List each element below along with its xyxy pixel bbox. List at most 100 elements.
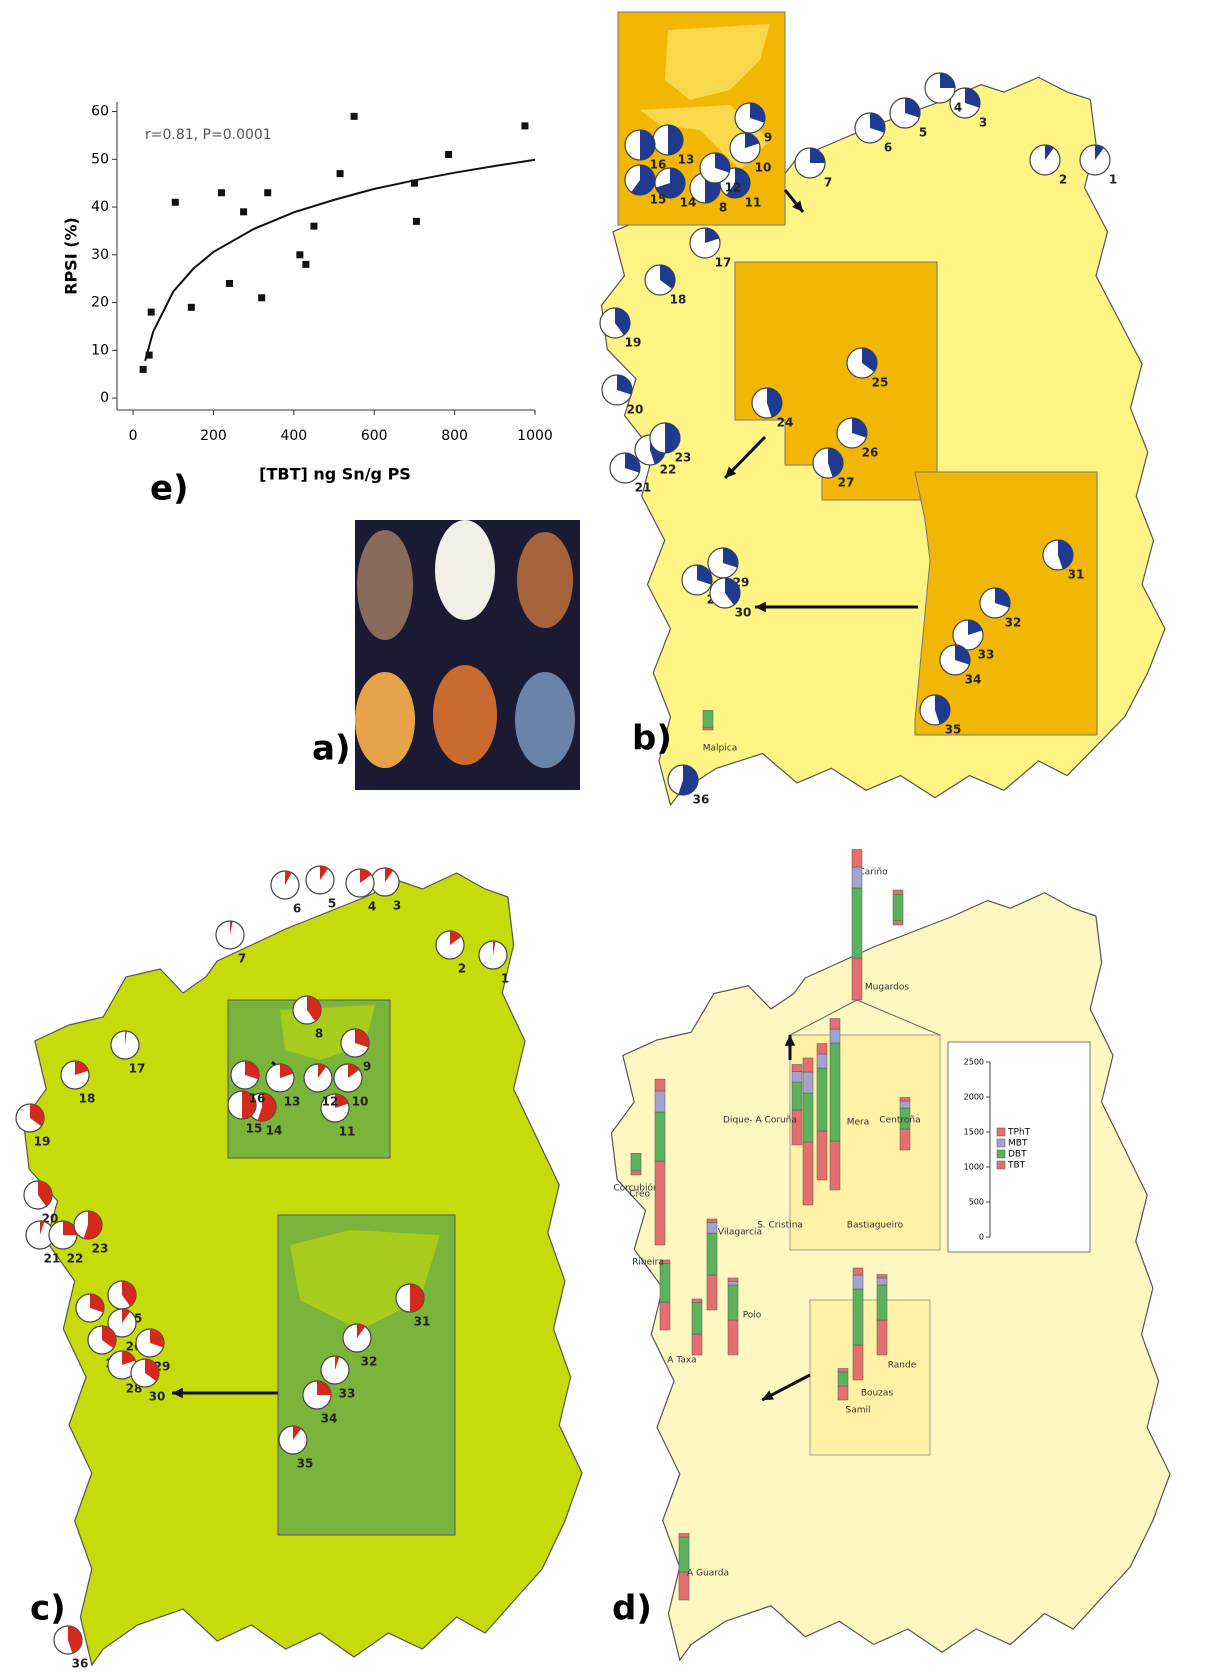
stacked-bar <box>852 867 862 888</box>
panel-label: d) <box>612 1589 652 1629</box>
stacked-bar <box>900 1101 910 1108</box>
stacked-bar <box>655 1112 665 1161</box>
station-label: 16 <box>249 1092 266 1106</box>
station-label: 17 <box>715 256 732 270</box>
stacked-bar <box>631 1171 641 1175</box>
stacked-bar <box>830 1141 840 1190</box>
point <box>521 122 528 129</box>
station-label: 21 <box>635 481 652 495</box>
point <box>302 261 309 268</box>
point <box>264 189 271 196</box>
site-label: Centroña <box>879 1116 920 1126</box>
stacked-bar <box>692 1303 702 1335</box>
station-label: 21 <box>44 1252 61 1266</box>
stacked-bar <box>655 1091 665 1112</box>
station-label: 31 <box>414 1315 431 1329</box>
stacked-bar <box>893 894 903 921</box>
y-tick-label: 10 <box>91 342 109 358</box>
stacked-bar <box>728 1285 738 1320</box>
x-tick-label: 800 <box>441 428 468 444</box>
stacked-bar <box>817 1044 827 1055</box>
station-label: 36 <box>72 1657 89 1670</box>
station-label: 15 <box>246 1122 263 1136</box>
station-label: 11 <box>745 196 762 210</box>
station-label: 33 <box>978 648 995 662</box>
site-label: S. Cristina <box>757 1221 803 1231</box>
station-label: 34 <box>321 1412 338 1426</box>
station-label: 35 <box>297 1457 314 1471</box>
x-tick-label: 600 <box>361 428 388 444</box>
stacked-bar <box>631 1153 641 1171</box>
stacked-bar <box>655 1161 665 1245</box>
point <box>258 294 265 301</box>
y-tick-label: 2000 <box>964 1093 984 1102</box>
stacked-bar <box>830 1029 840 1043</box>
station-label: 23 <box>675 451 692 465</box>
site-label: Poio <box>743 1311 762 1321</box>
stacked-bar <box>853 1275 863 1289</box>
stacked-bar <box>703 727 713 730</box>
legend-swatch <box>997 1161 1005 1169</box>
page: a) 1234567891011121314151617181920212223… <box>0 0 1231 1673</box>
stacked-bar <box>900 1129 910 1150</box>
stacked-bar <box>830 1043 840 1141</box>
station-label: 7 <box>824 176 832 190</box>
shell-photo <box>355 520 580 790</box>
station-label: 13 <box>678 153 695 167</box>
station-label: 6 <box>293 902 301 916</box>
stacked-bar <box>655 1079 665 1091</box>
site-label: A Taxa <box>667 1356 696 1366</box>
station-label: 12 <box>322 1095 339 1109</box>
station-label: 8 <box>719 201 727 215</box>
stacked-bar <box>817 1131 827 1180</box>
point <box>146 352 153 359</box>
panel-label: a) <box>312 729 350 769</box>
stacked-bar <box>817 1054 827 1068</box>
station-label: 1 <box>1109 173 1117 187</box>
site-label: Mera <box>847 1118 870 1128</box>
station-label: 16 <box>650 158 667 172</box>
y-tick-label: 0 <box>979 1233 984 1242</box>
annotation: r=0.81, P=0.0001 <box>145 127 272 143</box>
y-axis-title: RPSI (%) <box>62 217 81 295</box>
x-tick-label: 0 <box>129 428 138 444</box>
y-tick-label: 20 <box>91 295 109 311</box>
station-label: 17 <box>129 1062 146 1076</box>
stacked-bar <box>728 1282 738 1286</box>
station-label: 19 <box>625 336 642 350</box>
panel-label: c) <box>30 1589 66 1629</box>
map-land <box>611 893 1170 1660</box>
stacked-bar <box>838 1369 848 1373</box>
stacked-bar <box>852 850 862 868</box>
point <box>445 151 452 158</box>
station-label: 31 <box>1068 568 1085 582</box>
point <box>148 309 155 316</box>
figure: a) 1234567891011121314151617181920212223… <box>0 0 1231 1669</box>
stacked-bar <box>803 1093 813 1142</box>
station-label: 20 <box>627 403 644 417</box>
y-tick-label: 1000 <box>964 1163 984 1172</box>
stacked-bar <box>852 888 862 958</box>
stacked-bar <box>703 710 713 727</box>
station-label: 5 <box>328 897 336 911</box>
panel-label: b) <box>632 719 672 759</box>
point <box>172 199 179 206</box>
station-label: 9 <box>764 131 772 145</box>
point <box>226 280 233 287</box>
y-tick-label: 40 <box>91 199 109 215</box>
stacked-bar <box>707 1219 717 1223</box>
legend-swatch <box>997 1128 1005 1136</box>
panel-label: e) <box>150 469 189 509</box>
point <box>310 223 317 230</box>
legend-label: TBT <box>1007 1161 1026 1171</box>
site-label: A Guarda <box>687 1569 729 1579</box>
y-tick-label: 1500 <box>964 1128 984 1137</box>
stacked-bar <box>853 1289 863 1345</box>
station-label: 7 <box>238 952 246 966</box>
station-label: 13 <box>284 1095 301 1109</box>
station-label: 30 <box>149 1390 166 1404</box>
station-label: 36 <box>693 793 710 807</box>
station-label: 10 <box>352 1095 369 1109</box>
stacked-bar <box>877 1320 887 1355</box>
station-label: 4 <box>368 900 376 914</box>
